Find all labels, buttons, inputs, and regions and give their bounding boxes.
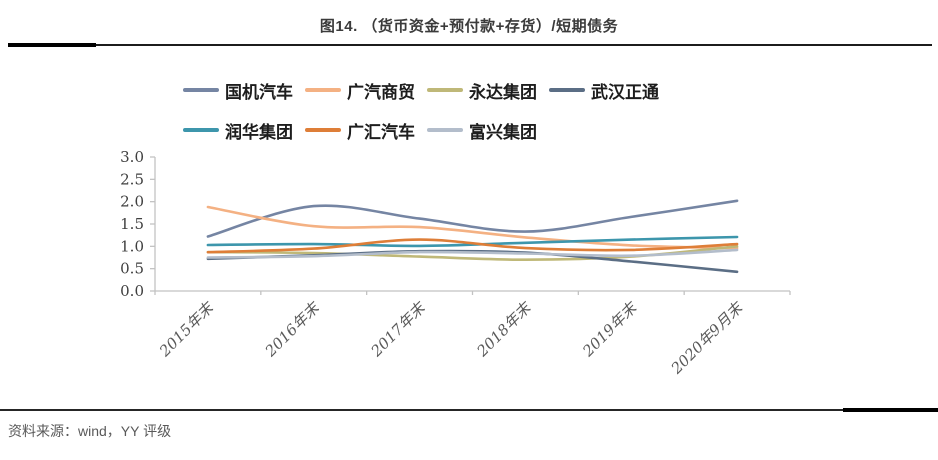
y-axis-label: 0.0 bbox=[120, 282, 144, 300]
x-axis-label: 2020年9月末 bbox=[667, 298, 747, 378]
footer-rule-thick-segment bbox=[843, 408, 938, 412]
legend-label: 武汉正通 bbox=[591, 82, 659, 103]
series-line-广汽商贸 bbox=[206, 205, 739, 250]
footer-rule bbox=[0, 408, 938, 412]
legend-item-武汉正通: 武汉正通 bbox=[549, 78, 671, 103]
legend-line-swatch bbox=[427, 88, 463, 92]
legend-line-swatch bbox=[305, 128, 341, 132]
legend-item-富兴集团: 富兴集团 bbox=[427, 118, 549, 143]
legend-label: 广汽商贸 bbox=[347, 82, 415, 103]
legend-item-永达集团: 永达集团 bbox=[427, 78, 549, 103]
figure-title: 图14. （货币资金+预付款+存货）/短期债务 bbox=[319, 18, 619, 35]
y-axis-label: 3.0 bbox=[120, 148, 144, 166]
legend-label: 润华集团 bbox=[225, 122, 293, 143]
legend-item-广汽商贸: 广汽商贸 bbox=[305, 78, 427, 103]
y-axis-label: 2.5 bbox=[120, 170, 144, 188]
header-rule-thick-segment bbox=[8, 43, 96, 47]
legend-line-swatch bbox=[427, 128, 463, 132]
x-axis-label: 2018年末 bbox=[473, 298, 536, 361]
chart-legend: 国机汽车 广汽商贸 永达集团 武汉正通润华集团 广汇汽车 富兴集团 bbox=[183, 70, 671, 150]
legend-label: 国机汽车 bbox=[225, 82, 293, 103]
legend-line-swatch bbox=[183, 88, 219, 92]
legend-line-swatch bbox=[183, 128, 219, 132]
x-axis-label: 2016年末 bbox=[261, 298, 324, 361]
legend-line-swatch bbox=[305, 88, 341, 92]
y-axis-label: 1.5 bbox=[120, 215, 144, 233]
y-axis-label: 1.0 bbox=[120, 237, 144, 255]
series-line-富兴集团 bbox=[206, 248, 739, 259]
header-rule bbox=[8, 43, 932, 47]
y-axis-label: 0.5 bbox=[120, 260, 144, 278]
y-axis-label: 2.0 bbox=[120, 193, 144, 211]
x-axis-label: 2019年末 bbox=[578, 298, 641, 361]
legend-item-润华集团: 润华集团 bbox=[183, 118, 305, 143]
x-axis-label: 2017年末 bbox=[367, 298, 430, 361]
legend-row: 国机汽车 广汽商贸 永达集团 武汉正通 bbox=[183, 70, 671, 110]
series-line-润华集团 bbox=[206, 235, 739, 248]
x-axis-label: 2015年末 bbox=[155, 298, 218, 361]
legend-line-swatch bbox=[549, 88, 585, 92]
legend-label: 富兴集团 bbox=[469, 122, 537, 143]
legend-item-国机汽车: 国机汽车 bbox=[183, 78, 305, 103]
source-note: 资料来源：wind，YY 评级 bbox=[8, 423, 172, 439]
series-line-广汇汽车 bbox=[206, 238, 739, 254]
series-line-国机汽车 bbox=[206, 199, 739, 238]
legend-label: 广汇汽车 bbox=[347, 122, 415, 143]
legend-row: 润华集团 广汇汽车 富兴集团 bbox=[183, 110, 671, 150]
legend-item-广汇汽车: 广汇汽车 bbox=[305, 118, 427, 143]
legend-label: 永达集团 bbox=[469, 82, 537, 103]
